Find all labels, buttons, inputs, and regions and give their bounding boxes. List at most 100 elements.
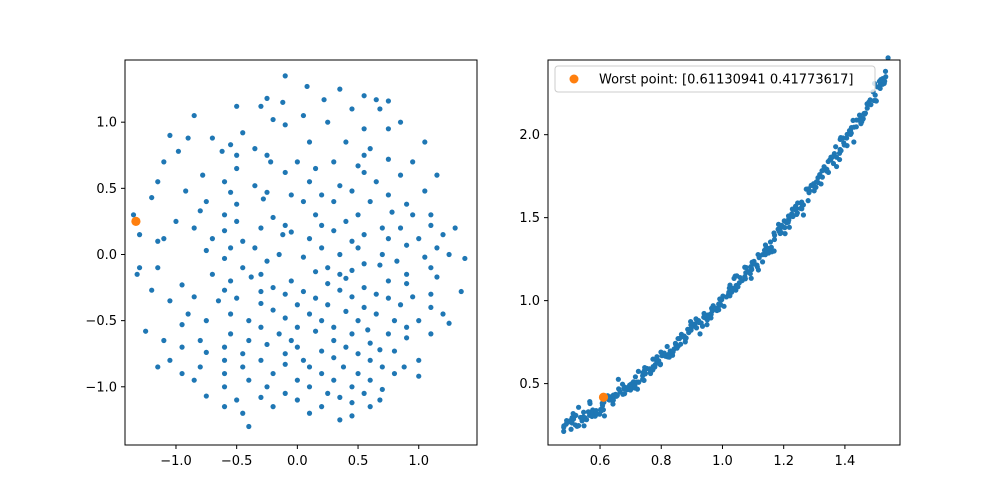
right-worst-point <box>598 392 609 402</box>
left-data-point <box>428 212 434 218</box>
left-data-point <box>203 349 209 355</box>
right-data-point <box>701 310 707 317</box>
left-data-point <box>246 337 252 344</box>
left-data-point <box>221 404 228 410</box>
left-data-point <box>377 397 383 403</box>
left-data-point <box>288 337 294 344</box>
right-data-point <box>790 213 796 220</box>
left-data-point <box>191 377 197 383</box>
right-data-point <box>615 376 621 382</box>
left-x-tick-label: −1.0 <box>160 454 192 469</box>
right-x-tick-label: 1.4 <box>835 454 856 469</box>
right-data-point <box>735 284 741 290</box>
left-data-point <box>215 298 222 304</box>
left-data-point <box>234 103 240 109</box>
left-x-tick-label: 0.5 <box>348 454 369 469</box>
left-data-point <box>300 288 307 295</box>
left-data-point <box>221 370 228 377</box>
left-data-point <box>404 335 410 341</box>
left-data-point <box>428 265 434 271</box>
left-data-point <box>355 245 361 251</box>
left-data-point <box>234 152 240 158</box>
right-data-point <box>819 174 825 180</box>
left-data-point <box>294 397 300 403</box>
left-data-point <box>340 364 347 370</box>
left-data-point <box>191 294 197 300</box>
left-data-point <box>246 318 252 324</box>
left-data-point <box>385 236 391 242</box>
left-data-point <box>306 139 313 145</box>
left-data-point <box>312 269 319 275</box>
right-data-point <box>882 78 888 84</box>
left-data-point <box>379 251 385 258</box>
right-data-point <box>641 377 647 383</box>
left-data-point <box>234 295 240 301</box>
left-data-point <box>331 159 337 165</box>
legend-label: Worst point: [0.61130941 0.41773617] <box>599 73 853 88</box>
left-data-point <box>379 364 385 370</box>
right-data-point <box>699 323 706 329</box>
left-data-point <box>306 236 313 242</box>
right-data-point <box>586 409 592 415</box>
right-data-point <box>785 219 791 225</box>
left-data-point <box>282 122 288 128</box>
left-data-point <box>391 318 398 324</box>
right-data-point <box>771 232 778 238</box>
left-data-point <box>268 159 274 165</box>
left-data-point <box>219 148 225 154</box>
left-y-ticks: −1.0 −0.5 0.0 0.5 1.0 <box>85 116 125 395</box>
left-data-point <box>306 311 313 317</box>
right-data-point <box>864 105 870 111</box>
left-data-point <box>397 119 404 125</box>
left-data-point <box>258 288 264 295</box>
left-data-point <box>361 232 367 238</box>
left-data-point <box>264 189 270 195</box>
left-y-tick-label: −1.0 <box>85 380 117 395</box>
right-data-point <box>841 142 847 148</box>
left-data-point <box>130 212 137 218</box>
left-data-point <box>355 318 361 324</box>
right-data-point <box>568 426 574 432</box>
right-data-point <box>793 206 800 212</box>
left-data-point <box>319 318 325 324</box>
left-data-point <box>410 294 416 300</box>
left-data-point <box>404 280 410 287</box>
left-data-point <box>264 258 270 264</box>
right-x-tick-label: 1.0 <box>712 454 733 469</box>
right-data-point <box>786 224 792 230</box>
right-data-point <box>747 271 753 277</box>
left-data-point <box>385 126 391 132</box>
left-data-point <box>404 242 410 248</box>
left-data-point <box>191 225 197 231</box>
left-data-point <box>149 287 155 293</box>
right-data-point <box>721 303 727 309</box>
left-data-point <box>270 404 276 410</box>
right-data-point <box>860 116 866 122</box>
left-data-point <box>179 370 185 377</box>
left-data-point <box>312 165 319 172</box>
right-y-tick-label: 2.0 <box>519 128 540 143</box>
left-data-point <box>240 238 246 244</box>
left-data-point <box>331 198 337 205</box>
right-data-point <box>561 428 567 434</box>
right-data-point <box>576 423 582 429</box>
left-data-point <box>391 370 398 377</box>
right-data-point <box>670 349 676 355</box>
right-data-point <box>642 370 649 376</box>
left-data-point <box>404 324 410 330</box>
left-data-point <box>325 265 331 271</box>
left-data-point <box>282 291 288 297</box>
left-data-point <box>385 98 391 104</box>
left-data-point <box>197 208 203 214</box>
left-data-point <box>149 194 155 201</box>
left-data-point <box>389 209 395 215</box>
left-data-point <box>312 295 319 301</box>
left-data-point <box>337 271 343 277</box>
right-data-point <box>872 92 878 98</box>
right-data-point <box>771 248 777 254</box>
left-data-point <box>379 386 385 393</box>
left-data-point <box>161 159 167 165</box>
right-data-point <box>564 417 570 424</box>
left-data-point <box>361 152 367 158</box>
left-data-point <box>385 278 391 284</box>
